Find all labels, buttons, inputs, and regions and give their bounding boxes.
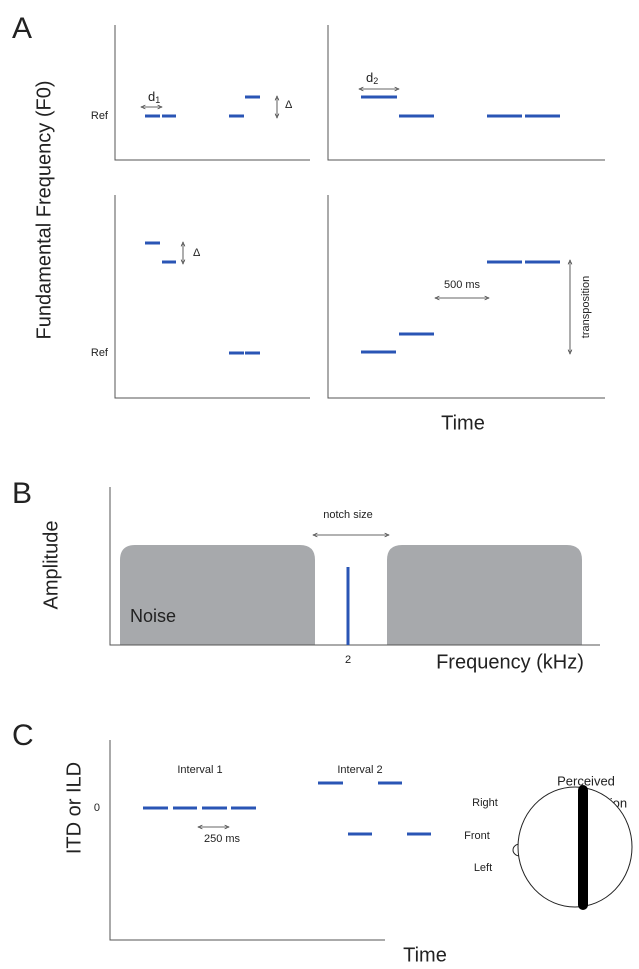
perceived-label: Perceived [557, 773, 615, 788]
y-axis-label: ITD or ILD [63, 762, 85, 854]
d2-text: d [366, 70, 373, 85]
tones [145, 95, 560, 355]
gap-label: 250 ms [204, 833, 241, 845]
tone-tick: 2 [345, 654, 351, 666]
axes [109, 740, 385, 941]
ref-label: Ref [91, 110, 109, 122]
d2-label: d2 [366, 70, 378, 86]
x-axis-label: Time [403, 944, 447, 966]
position-label: Front [464, 830, 490, 842]
panel-label: A [12, 12, 32, 45]
d1-label: d1 [148, 89, 160, 105]
head [512, 785, 633, 910]
axes [109, 487, 600, 646]
tones [143, 781, 431, 836]
notch-label: notch size [323, 509, 373, 521]
panel-label: B [12, 477, 32, 510]
panel-label: C [12, 719, 34, 752]
d2-sub: 2 [373, 76, 378, 86]
position-label: Left [474, 862, 492, 874]
transposition-label: transposition [580, 276, 592, 338]
d1-sub: 1 [155, 95, 160, 105]
y-axis-label: Fundamental Frequency (F0) [33, 80, 55, 339]
noise-band [120, 545, 315, 645]
interval-label: Interval 1 [177, 764, 222, 776]
gap-label: 500 ms [444, 279, 481, 291]
delta-label: Δ [285, 99, 293, 111]
interval-label: Interval 2 [337, 764, 382, 776]
zero-tick: 0 [94, 802, 100, 814]
x-axis-label: Frequency (kHz) [436, 651, 584, 673]
x-axis-label: Time [441, 412, 485, 434]
noise-label: Noise [130, 606, 176, 626]
y-axis-label: Amplitude [40, 521, 62, 610]
position-label: Right [472, 797, 498, 809]
delta-label: Δ [193, 247, 201, 259]
ref-label: Ref [91, 347, 109, 359]
axes [114, 25, 605, 399]
noise-band [387, 545, 582, 645]
d1-text: d [148, 89, 155, 104]
